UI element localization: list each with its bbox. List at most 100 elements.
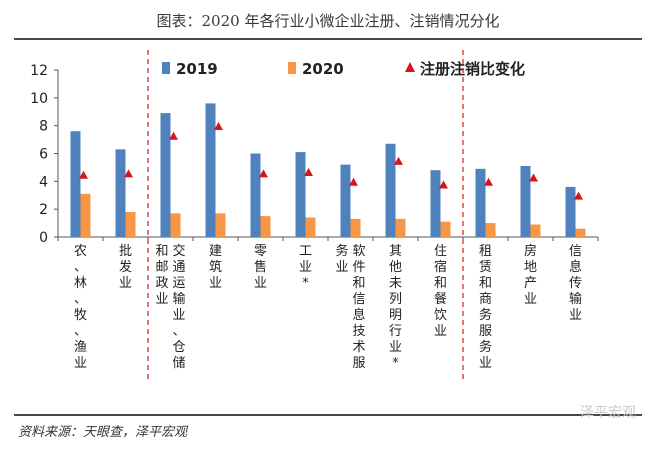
bar-2020 <box>80 193 91 237</box>
x-label-char: 售 <box>254 259 267 275</box>
watermark: 泽平宏观 <box>580 405 636 421</box>
x-label-char: * <box>302 276 309 291</box>
x-label-char: 、 <box>74 324 87 339</box>
marker-triangle <box>484 177 493 186</box>
x-label-char: 零 <box>254 244 267 259</box>
bar-2019 <box>70 131 81 237</box>
x-label-char: 业 <box>74 356 87 371</box>
x-label-char: 地 <box>524 260 537 275</box>
y-tick-label: 0 <box>39 230 48 246</box>
x-label-char: 业 <box>389 340 402 355</box>
bar-2020 <box>350 218 361 237</box>
bars <box>70 103 586 238</box>
y-tick-label: 10 <box>30 91 48 107</box>
y-tick-label: 12 <box>30 63 48 79</box>
y-tick-label: 4 <box>39 174 48 190</box>
x-label-char: 运 <box>172 276 185 291</box>
marker-triangle <box>79 170 88 179</box>
x-label-char: 信 <box>352 292 365 307</box>
x-label-char: 商 <box>479 292 492 307</box>
x-label-char: 储 <box>172 356 185 371</box>
x-label-char: 产 <box>524 276 537 291</box>
x-label-char: 输 <box>172 291 185 307</box>
x-label-char: 明 <box>389 308 402 323</box>
x-label-char: 务 <box>335 243 348 259</box>
marker-triangle <box>259 169 268 178</box>
markers <box>79 122 583 200</box>
bar-2020 <box>125 211 136 237</box>
legend: 2019 2020 注册注销比变化 <box>162 60 525 78</box>
x-label-char: 房 <box>524 243 537 259</box>
x-label-char: 、 <box>74 292 87 307</box>
bar-2020 <box>440 221 451 237</box>
x-label-char: 业 <box>524 292 537 307</box>
x-label-char: 列 <box>389 292 402 307</box>
x-label-char: 饮 <box>434 308 447 323</box>
x-label-char: 通 <box>172 260 185 275</box>
bar-2019 <box>340 164 351 237</box>
bar-2019 <box>205 103 216 238</box>
x-label-char: 术 <box>352 340 365 355</box>
x-label-char: 务 <box>479 339 492 355</box>
x-label-char: 建 <box>209 244 222 259</box>
source-note: 资料来源：天眼查，泽平宏观 <box>18 425 188 440</box>
bar-2019 <box>160 113 171 237</box>
x-label-char: 租 <box>479 244 492 259</box>
bar-2020 <box>215 213 226 237</box>
legend-swatch <box>162 62 170 74</box>
bar-2020 <box>530 224 541 237</box>
x-label-char: 其 <box>389 244 402 259</box>
marker-triangle <box>214 122 223 131</box>
bar-2019 <box>295 152 306 237</box>
x-label-char: 件 <box>352 260 365 275</box>
x-label-char: 信 <box>569 244 582 259</box>
legend-label: 2020 <box>302 60 344 78</box>
x-label-char: 息 <box>569 259 582 275</box>
x-label-char: 政 <box>155 276 168 291</box>
x-label-char: * <box>392 356 399 371</box>
marker-triangle <box>439 180 448 189</box>
marker-triangle <box>529 173 538 182</box>
x-label-char: 林 <box>74 276 87 291</box>
x-label-char: 务 <box>479 307 492 323</box>
x-label-char: 业 <box>209 276 222 291</box>
x-label-char: 和 <box>434 276 447 291</box>
x-label-char: 业 <box>479 356 492 371</box>
x-label-char: 交 <box>172 243 185 259</box>
x-label-char: 宿 <box>434 259 447 275</box>
bar-2019 <box>385 143 396 237</box>
x-label-char: 传 <box>569 276 582 291</box>
x-label-char: 、 <box>172 324 185 339</box>
x-label-char: 工 <box>299 244 312 259</box>
dividers <box>147 50 464 380</box>
x-label-char: 业 <box>434 324 447 339</box>
bar-2019 <box>250 153 261 237</box>
top-rule <box>14 38 642 40</box>
bar-2019 <box>475 168 486 237</box>
x-label-char: 业 <box>335 260 348 275</box>
x-label-char: 业 <box>254 276 267 291</box>
x-label-char: 渔 <box>74 340 87 355</box>
x-label-char: 牧 <box>74 308 87 323</box>
x-labels: 农、林、牧、渔业批发业交通运输业、仓储和邮政业建筑业零售业工业*软件和信息技术服… <box>74 243 582 371</box>
x-label-char: 技 <box>352 324 365 339</box>
x-label-char: 和 <box>479 276 492 291</box>
x-label-char: 业 <box>569 308 582 323</box>
x-label-char: 和 <box>352 276 365 291</box>
bar-2019 <box>115 149 126 237</box>
x-label-char: 息 <box>352 307 365 323</box>
x-label-char: 邮 <box>155 260 168 275</box>
bar-2020 <box>305 217 316 237</box>
bar-2020 <box>395 218 406 237</box>
x-label-char: 餐 <box>434 291 447 307</box>
y-tick-label: 2 <box>39 202 48 218</box>
x-label-char: 批 <box>119 244 132 259</box>
x-label-char: 行 <box>389 324 402 339</box>
x-label-char: 业 <box>155 292 168 307</box>
legend-swatch <box>405 62 415 72</box>
